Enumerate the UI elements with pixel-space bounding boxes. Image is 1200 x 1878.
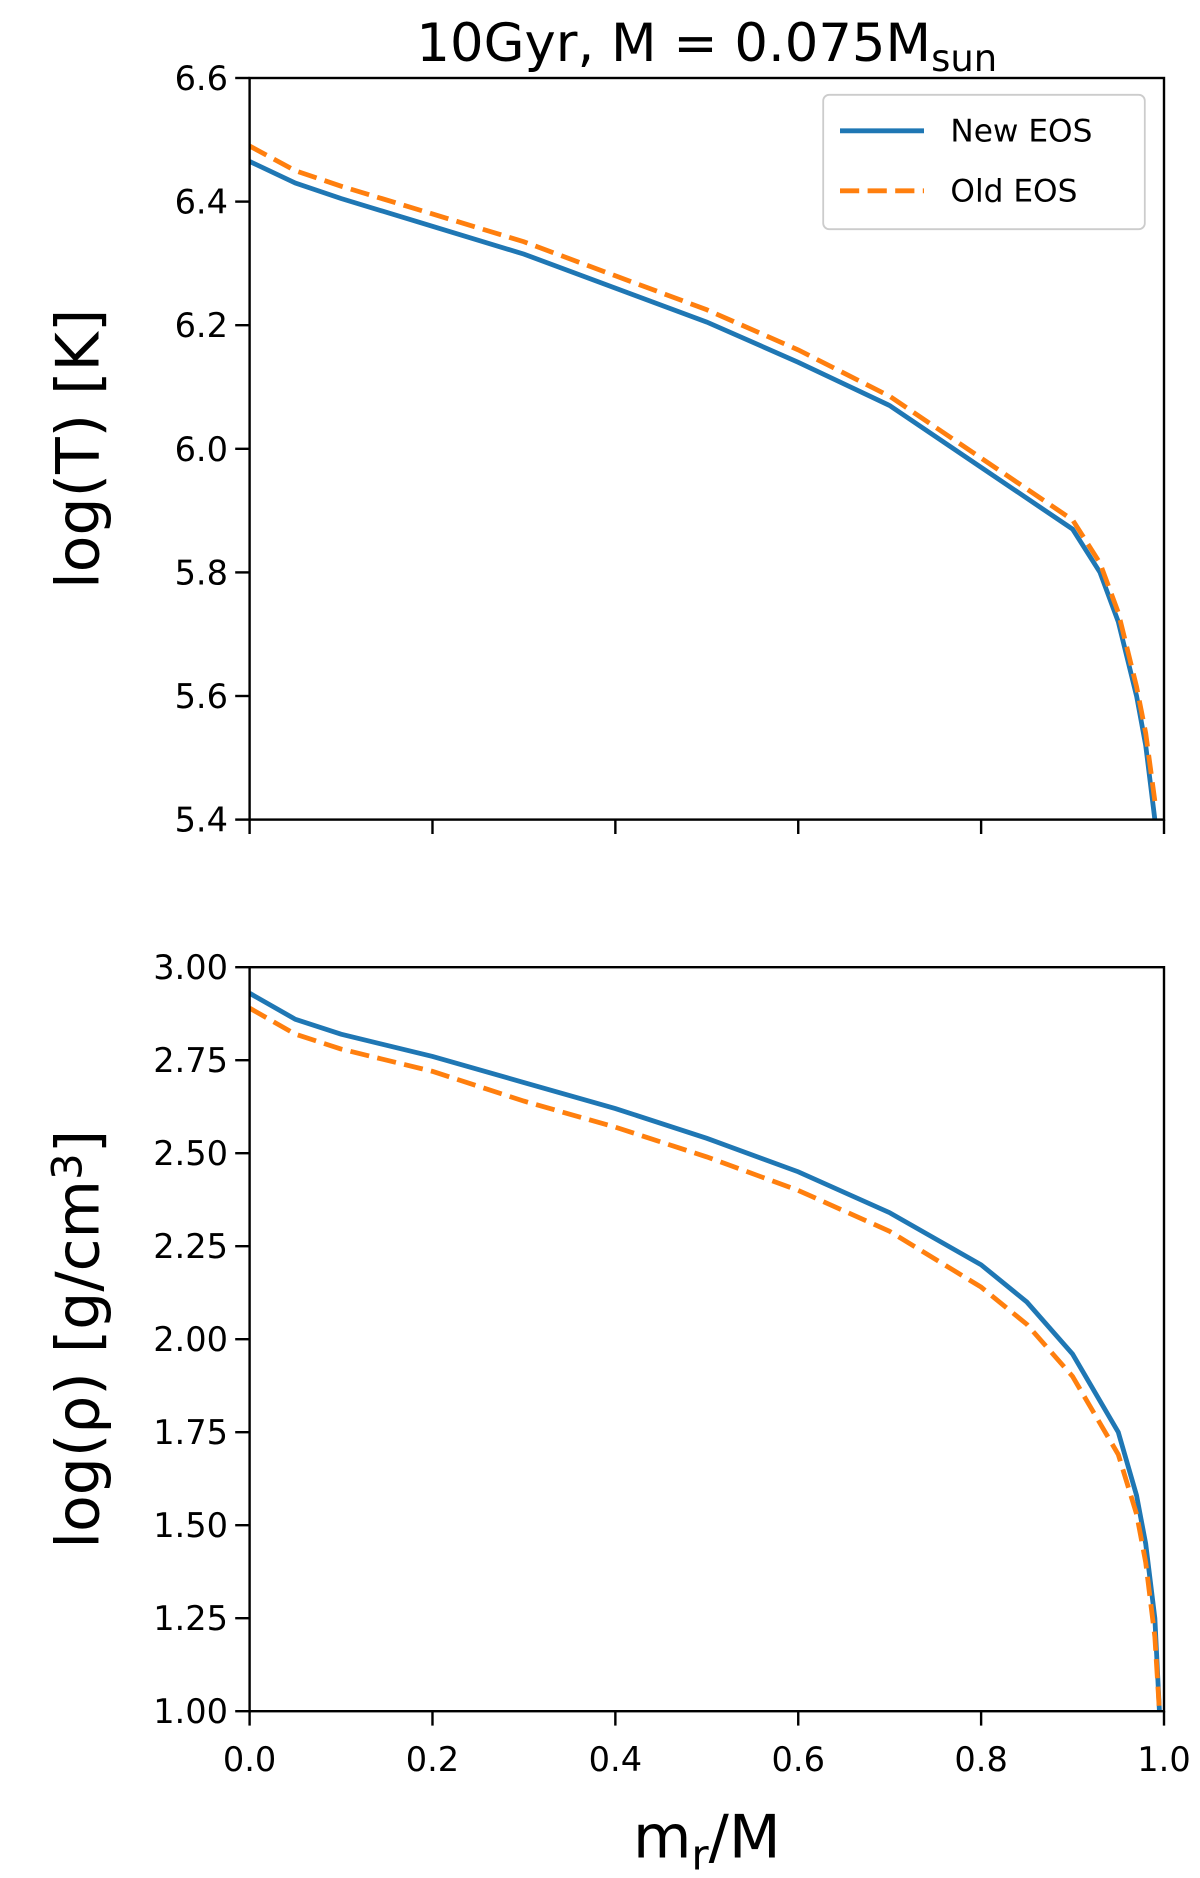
y-tick-label: 1.25 [153,1599,228,1638]
series-line [248,143,1158,802]
label-text: 10Gyr, M = 0.075M [416,13,931,74]
label-text: log(T) [K] [43,309,113,589]
y-tick-label: 5.8 [175,553,228,592]
y-tick-label: 5.4 [175,801,228,840]
y-tick-label: 2.50 [153,1134,228,1173]
y-axis-label: log(T) [K] [43,309,113,589]
y-axis-label: log(ρ) [g/cm3] [43,1130,114,1549]
y-tick-label: 2.75 [153,1041,228,1080]
chart-title: 10Gyr, M = 0.075Msun [416,13,997,80]
y-tick-label: 5.6 [175,677,228,716]
legend-label: Old EOS [950,174,1077,210]
legend-label: New EOS [950,114,1092,150]
label-text: log(ρ) [g/cm [43,1180,113,1549]
series-line [248,991,1162,1712]
label-text: m [633,1803,691,1873]
x-tick-label: 0.2 [406,1740,459,1779]
y-tick-label: 1.00 [153,1692,228,1731]
y-tick-label: 6.4 [175,183,228,222]
y-tick-label: 3.00 [153,948,228,987]
series-line [248,159,1158,820]
label-sub: sun [931,38,997,81]
y-tick-label: 1.50 [153,1506,228,1545]
label-text: /M [709,1803,781,1873]
label-sub: r [691,1830,709,1878]
plot-frame [248,966,1166,1713]
y-tick-label: 6.0 [175,430,228,469]
series-line [248,1006,1162,1712]
y-tick-label: 1.75 [153,1413,228,1452]
y-tick-label: 6.6 [175,59,228,98]
x-tick-label: 0.8 [954,1740,1007,1779]
x-tick-label: 0.4 [589,1740,642,1779]
x-tick-label: 1.0 [1137,1740,1190,1779]
label-sup: 3 [43,1153,92,1180]
legend-box [822,93,1146,231]
x-tick-label: 0.6 [772,1740,825,1779]
x-tick-label: 0.0 [223,1740,276,1779]
label-text: ] [43,1130,113,1153]
y-tick-label: 2.00 [153,1320,228,1359]
y-tick-label: 2.25 [153,1227,228,1266]
y-tick-label: 6.2 [175,306,228,345]
x-axis-label: mr/M [633,1803,781,1878]
